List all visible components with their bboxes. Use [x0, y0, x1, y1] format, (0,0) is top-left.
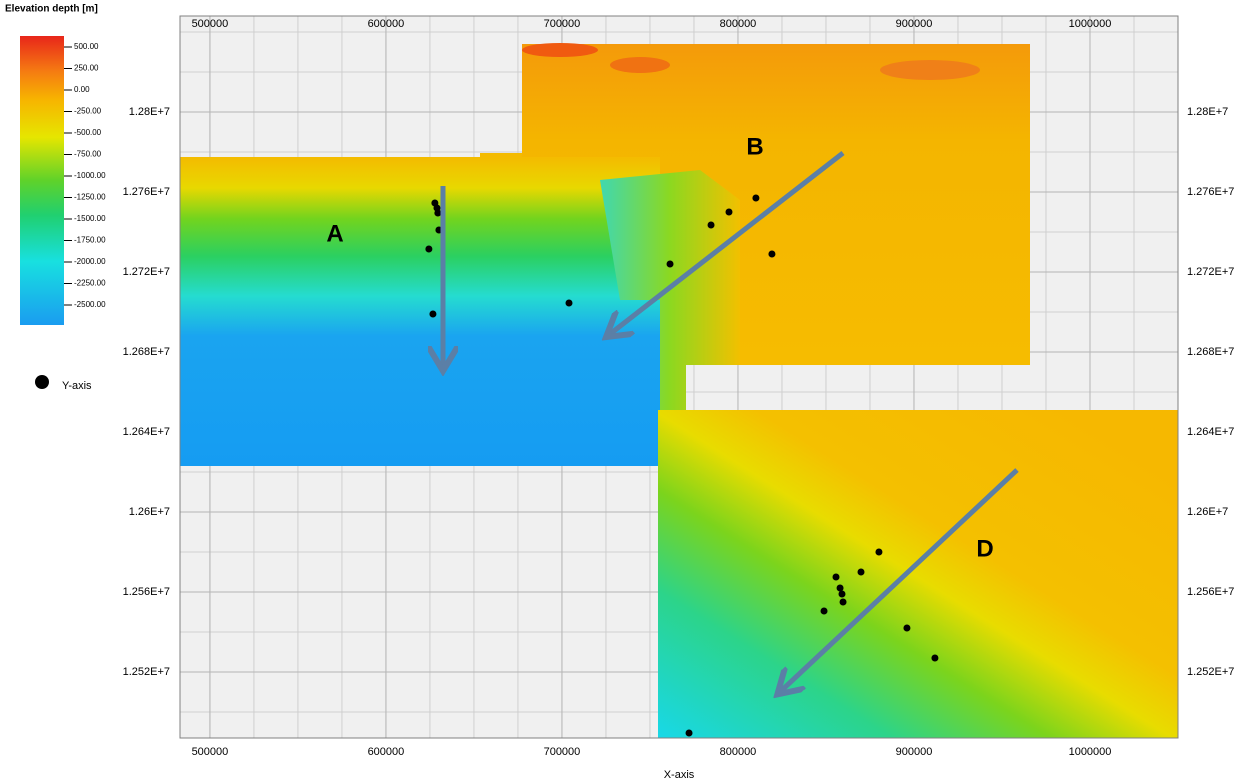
data-point	[429, 311, 436, 318]
data-point	[931, 655, 938, 662]
x-tick-label: 600000	[368, 746, 405, 758]
x-tick-label: 700000	[544, 18, 581, 30]
legend-marker	[35, 375, 49, 389]
data-point	[903, 625, 910, 632]
data-point	[838, 591, 845, 598]
x-tick-label: 900000	[896, 746, 933, 758]
y-tick-label: 1.256E+7	[1187, 586, 1234, 598]
terrain-peak	[522, 43, 598, 57]
x-tick-label: 500000	[192, 18, 229, 30]
annotation: B	[746, 133, 763, 160]
x-axis-label: X-axis	[664, 769, 695, 781]
y-tick-label: 1.252E+7	[1187, 666, 1234, 678]
colorbar-tick-label: -250.00	[74, 107, 102, 116]
x-tick-label: 1000000	[1069, 18, 1112, 30]
colorbar-tick-label: 250.00	[74, 64, 99, 73]
x-tick-label: 900000	[896, 18, 933, 30]
x-tick-label: 800000	[720, 18, 757, 30]
colorbar-tick-label: -1250.00	[74, 193, 106, 202]
terrain-patch	[180, 157, 660, 466]
colorbar-tick-label: 500.00	[74, 42, 99, 51]
colorbar-title: Elevation depth [m]	[5, 4, 98, 15]
x-tick-label: 800000	[720, 746, 757, 758]
annotation: D	[976, 535, 993, 562]
colorbar-tick-label: -2000.00	[74, 257, 106, 266]
colorbar-tick-label: -2250.00	[74, 279, 106, 288]
colorbar-tick-label: -750.00	[74, 150, 102, 159]
data-point	[425, 246, 432, 253]
y-tick-label: 1.268E+7	[123, 346, 170, 358]
y-tick-label: 1.268E+7	[1187, 346, 1234, 358]
colorbar-tick-label: -2500.00	[74, 300, 106, 309]
y-tick-label: 1.272E+7	[123, 266, 170, 278]
map-view: Elevation depth [m] 500.00 250.00 0.00 -250…	[0, 0, 1243, 782]
data-point	[837, 585, 844, 592]
colorbar-tick-label: -1500.00	[74, 214, 106, 223]
x-tick-label: 600000	[368, 18, 405, 30]
y-tick-label: 1.252E+7	[123, 666, 170, 678]
y-tick-label: 1.272E+7	[1187, 266, 1234, 278]
colorbar-tick-label: -1000.00	[74, 171, 106, 180]
data-point	[565, 300, 572, 307]
colorbar-tick-label: -500.00	[74, 128, 102, 137]
y-tick-label: 1.26E+7	[1187, 506, 1228, 518]
data-point	[840, 599, 847, 606]
x-tick-label: 500000	[192, 746, 229, 758]
data-point	[857, 569, 864, 576]
annotation: A	[326, 220, 343, 247]
y-tick-label: 1.28E+7	[1187, 106, 1228, 118]
data-point	[667, 261, 674, 268]
terrain-peak	[610, 57, 670, 73]
terrain-patch	[658, 410, 1178, 738]
y-tick-label: 1.256E+7	[123, 586, 170, 598]
legend-label: Y-axis	[62, 380, 92, 392]
x-tick-label: 700000	[544, 746, 581, 758]
y-tick-label: 1.276E+7	[1187, 186, 1234, 198]
data-point	[833, 574, 840, 581]
y-tick-label: 1.26E+7	[129, 506, 170, 518]
data-point	[708, 222, 715, 229]
data-point	[686, 730, 693, 737]
x-tick-label: 1000000	[1069, 746, 1112, 758]
data-point	[752, 195, 759, 202]
terrain-peak	[880, 60, 980, 80]
data-point	[434, 210, 441, 217]
data-point	[725, 209, 732, 216]
colorbar-ramp	[20, 36, 64, 325]
colorbar-tick-label: -1750.00	[74, 236, 106, 245]
data-point	[875, 549, 882, 556]
y-tick-label: 1.264E+7	[1187, 426, 1234, 438]
terrain-patch	[480, 153, 522, 157]
y-tick-label: 1.276E+7	[123, 186, 170, 198]
y-tick-label: 1.28E+7	[129, 106, 170, 118]
y-tick-label: 1.264E+7	[123, 426, 170, 438]
data-point	[821, 608, 828, 615]
data-point	[768, 251, 775, 258]
colorbar-tick-label: 0.00	[74, 85, 90, 94]
